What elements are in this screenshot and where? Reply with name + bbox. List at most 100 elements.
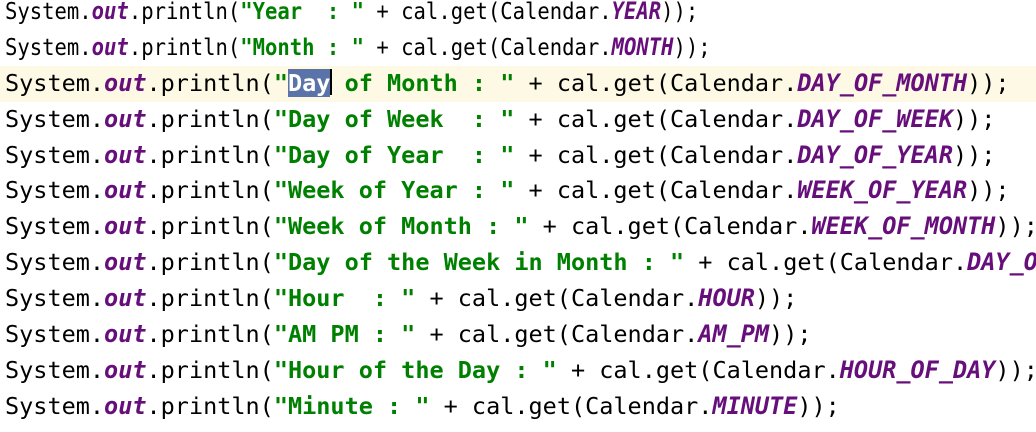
code-content: System.out.println("Week of Year : " + c… xyxy=(5,176,1010,204)
code-text: + cal.get(Calendar. xyxy=(684,248,968,277)
string-literal: "Day of Week : " xyxy=(273,104,515,133)
code-content: System.out.println("Month : " + cal.get(… xyxy=(5,30,711,66)
code-line[interactable]: System.out.println("Day of Year : " + ca… xyxy=(0,138,1036,174)
static-field: out xyxy=(104,320,147,349)
static-field: out xyxy=(104,212,147,241)
calendar-constant: MONTH xyxy=(611,32,674,61)
code-text: + cal.get(Calendar. xyxy=(514,176,798,205)
code-content: System.out.println("Week of Month : " + … xyxy=(5,212,1036,240)
code-content: System.out.println("Day of the Week in M… xyxy=(5,248,1036,276)
code-line[interactable]: System.out.println("Year : " + cal.get(C… xyxy=(0,0,1036,30)
code-text: System. xyxy=(5,248,105,277)
code-text: .println( xyxy=(146,68,274,97)
string-literal: "Month : " xyxy=(240,32,365,61)
code-text: System. xyxy=(5,212,105,241)
code-content: System.out.println("Day of Year : " + ca… xyxy=(5,141,995,169)
code-text: + cal.get(Calendar. xyxy=(415,320,699,349)
code-text: System. xyxy=(5,68,105,97)
code-line[interactable]: System.out.println("Hour of the Day : " … xyxy=(0,353,1036,389)
code-line[interactable]: System.out.println("Hour : " + cal.get(C… xyxy=(0,281,1036,317)
code-text: .println( xyxy=(146,391,274,420)
code-text: .println( xyxy=(146,212,274,241)
code-text: + cal.get(Calendar. xyxy=(415,284,699,313)
string-literal: "Year : " xyxy=(240,0,365,25)
static-field: out xyxy=(104,104,147,133)
code-line[interactable]: System.out.println("Day of Week : " + ca… xyxy=(0,102,1036,138)
code-line[interactable]: System.out.println("Minute : " + cal.get… xyxy=(0,389,1036,425)
calendar-constant: DAY_OF xyxy=(967,248,1036,277)
string-literal: of Month : " xyxy=(330,68,515,97)
code-text: )); xyxy=(995,355,1036,384)
code-text: .println( xyxy=(146,284,274,313)
code-text: System. xyxy=(5,32,92,61)
code-text: )); xyxy=(952,140,996,169)
calendar-constant: YEAR xyxy=(611,0,662,25)
code-content: System.out.println("Hour of the Day : " … xyxy=(5,356,1036,384)
code-text: )); xyxy=(661,0,699,25)
code-line[interactable]: System.out.println("Week of Year : " + c… xyxy=(0,173,1036,209)
calendar-constant: AM_PM xyxy=(698,320,770,349)
calendar-constant: HOUR_OF_DAY xyxy=(839,355,996,384)
static-field: out xyxy=(104,176,147,205)
static-field: out xyxy=(104,391,147,420)
calendar-constant: DAY_OF_YEAR xyxy=(797,140,953,169)
code-text: )); xyxy=(797,391,840,420)
string-literal: "Week of Year : " xyxy=(273,176,515,205)
code-text: .println( xyxy=(146,176,274,205)
calendar-constant: DAY_OF_WEEK xyxy=(797,104,953,133)
code-line[interactable]: System.out.println("Day of the Week in M… xyxy=(0,245,1036,281)
static-field: out xyxy=(104,355,147,384)
code-text: .println( xyxy=(146,140,274,169)
code-text: + cal.get(Calendar. xyxy=(514,104,798,133)
string-literal: "Hour of the Day : " xyxy=(273,355,557,384)
selected-text[interactable]: Day xyxy=(288,68,331,97)
calendar-constant: WEEK_OF_MONTH xyxy=(811,212,996,241)
code-line[interactable]: System.out.println("Month : " + cal.get(… xyxy=(0,30,1036,66)
code-line[interactable]: System.out.println("Day of Month : " + c… xyxy=(0,65,1036,102)
code-line[interactable]: System.out.println("AM PM : " + cal.get(… xyxy=(0,317,1036,353)
code-text: + cal.get(Calendar. xyxy=(364,32,612,61)
string-literal: "Day of Year : " xyxy=(273,140,515,169)
code-content: System.out.println("Day of Week : " + ca… xyxy=(5,105,995,133)
static-field: out xyxy=(104,68,147,97)
code-text: System. xyxy=(5,284,105,313)
calendar-constant: MINUTE xyxy=(712,391,798,420)
code-content: System.out.println("Day of Month : " + c… xyxy=(5,68,1010,97)
code-text: + cal.get(Calendar. xyxy=(429,391,713,420)
string-literal: "Hour : " xyxy=(273,284,416,313)
string-literal: "Week of Month : " xyxy=(273,212,529,241)
calendar-constant: DAY_OF_MONTH xyxy=(797,68,968,97)
static-field: out xyxy=(104,248,147,277)
code-text: .println( xyxy=(128,0,241,25)
code-text: .println( xyxy=(146,248,274,277)
string-literal: "Day of the Week in Month : " xyxy=(273,248,685,277)
string-literal: "Minute : " xyxy=(273,391,430,420)
code-text: .println( xyxy=(128,32,241,61)
code-text: + cal.get(Calendar. xyxy=(514,140,798,169)
code-text: )); xyxy=(754,284,798,313)
code-text: .println( xyxy=(146,355,274,384)
code-line[interactable]: System.out.println("Week of Month : " + … xyxy=(0,209,1036,245)
calendar-constant: WEEK_OF_YEAR xyxy=(797,176,968,205)
code-text: System. xyxy=(5,320,105,349)
code-text: )); xyxy=(769,320,812,349)
code-text: + cal.get(Calendar. xyxy=(364,0,612,25)
code-text: )); xyxy=(967,176,1010,205)
static-field: out xyxy=(91,0,129,25)
code-content: System.out.println("AM PM : " + cal.get(… xyxy=(5,320,812,348)
string-literal-open: " xyxy=(273,68,288,97)
string-literal: "AM PM : " xyxy=(273,320,416,349)
code-content: System.out.println("Minute : " + cal.get… xyxy=(5,392,840,420)
static-field: out xyxy=(91,32,129,61)
code-text: .println( xyxy=(146,104,274,133)
code-text: System. xyxy=(5,355,105,384)
code-text: + cal.get(Calendar. xyxy=(528,212,812,241)
code-text: )); xyxy=(952,104,996,133)
code-text: System. xyxy=(5,104,105,133)
static-field: out xyxy=(104,140,147,169)
code-text: + cal.get(Calendar. xyxy=(514,68,798,97)
static-field: out xyxy=(104,284,147,313)
code-content: System.out.println("Hour : " + cal.get(C… xyxy=(5,284,797,312)
calendar-constant: HOUR xyxy=(698,284,755,313)
